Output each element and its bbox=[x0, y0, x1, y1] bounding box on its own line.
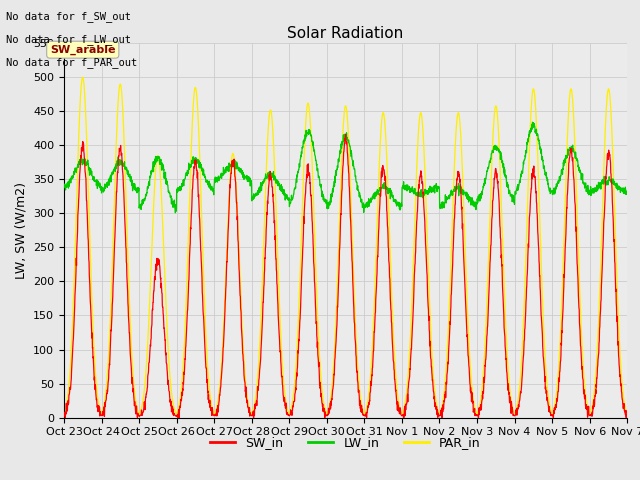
Legend: SW_in, LW_in, PAR_in: SW_in, LW_in, PAR_in bbox=[205, 432, 486, 455]
Text: No data for f_PAR_out: No data for f_PAR_out bbox=[6, 57, 138, 68]
Y-axis label: LW, SW (W/m2): LW, SW (W/m2) bbox=[15, 182, 28, 279]
Text: No data for f_SW_out: No data for f_SW_out bbox=[6, 11, 131, 22]
Title: Solar Radiation: Solar Radiation bbox=[287, 25, 404, 41]
Text: No data for f_LW_out: No data for f_LW_out bbox=[6, 34, 131, 45]
Text: SW_arable: SW_arable bbox=[50, 45, 116, 55]
